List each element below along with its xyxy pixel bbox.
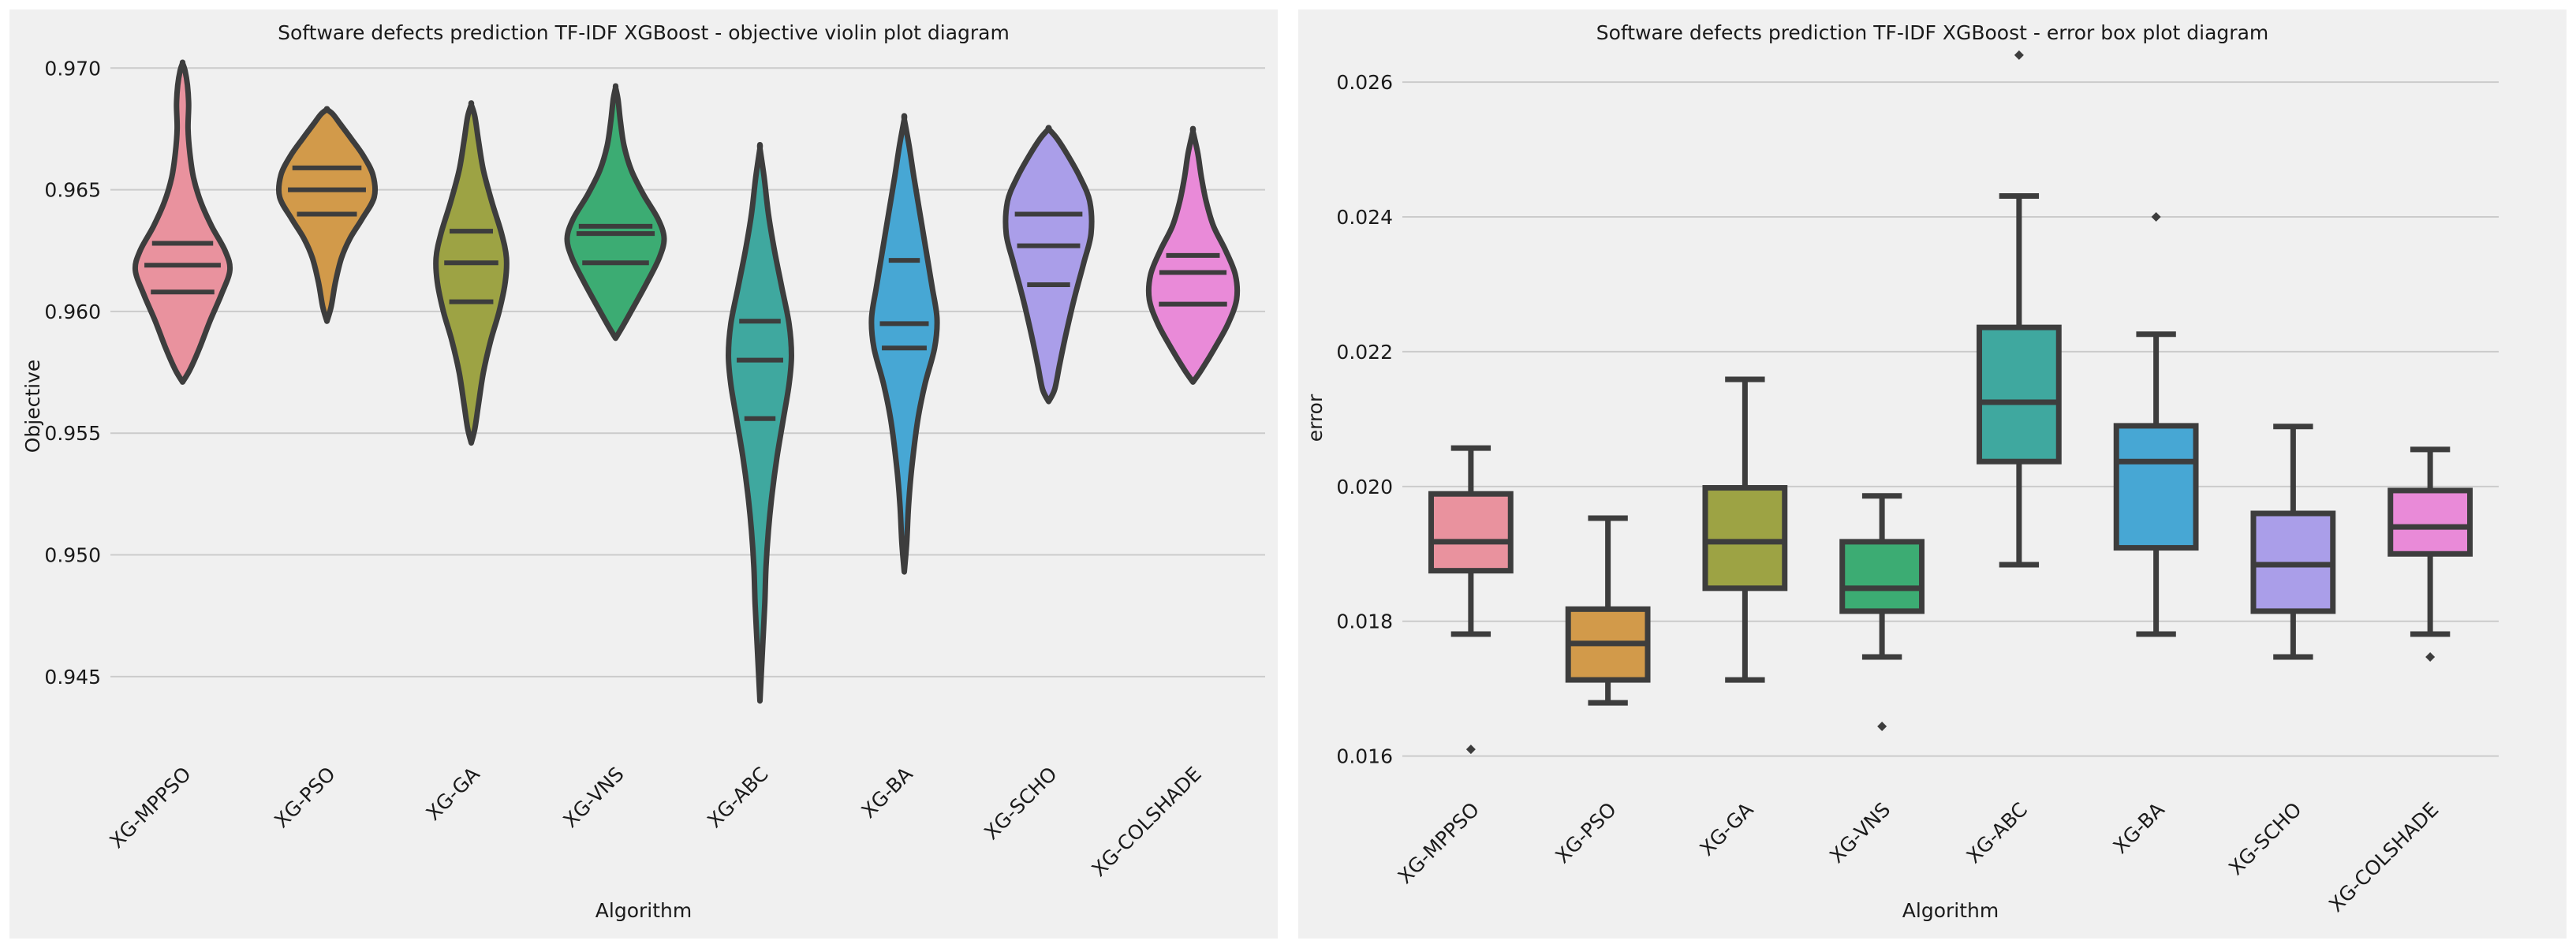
violin-xg-ga — [433, 100, 510, 446]
box-outlier-xg-abc — [2014, 50, 2024, 60]
box-outlier-xg-colshade — [2425, 652, 2436, 662]
box-outlier-xg-vns — [1877, 722, 1887, 732]
box-y-tick-label: 0.020 — [1336, 476, 1393, 498]
violin-xg-vns — [564, 83, 667, 342]
box-outlier-xg-mppso — [1465, 745, 1476, 755]
box-y-axis-label: error — [1304, 394, 1327, 442]
violin-xg-abc — [726, 142, 794, 704]
violin-y-tick-label: 0.970 — [44, 57, 101, 80]
box-y-tick-label: 0.026 — [1336, 71, 1393, 94]
box-marks — [1428, 50, 2473, 755]
box-xg-ba — [2113, 423, 2199, 551]
violin-marks — [132, 59, 1241, 704]
box-y-tick-labels: 0.016 0.018 0.020 0.022 0.024 0.026 — [1336, 71, 1393, 768]
violin-x-axis-label: Algorithm — [595, 899, 692, 922]
box-xg-ga — [1702, 485, 1788, 592]
violin-y-axis-label: Objective — [21, 360, 44, 453]
box-y-tick-label: 0.016 — [1336, 745, 1393, 768]
violin-y-tick-label: 0.960 — [44, 300, 101, 323]
box-chart-panel: Software defects prediction TF-IDF XGBoo… — [1298, 9, 2567, 939]
box-x-axis-label: Algorithm — [1902, 899, 1999, 922]
violin-y-tick-label: 0.965 — [44, 179, 101, 202]
violin-chart-panel: Software defects prediction TF-IDF XGBoo… — [9, 9, 1278, 939]
box-xg-vns — [1839, 539, 1925, 614]
box-chart-title: Software defects prediction TF-IDF XGBoo… — [1596, 21, 2269, 44]
violin-y-tick-labels: 0.945 0.950 0.955 0.960 0.965 0.970 — [44, 57, 101, 689]
violin-xg-scho — [1002, 125, 1095, 405]
violin-y-tick-label: 0.950 — [44, 544, 101, 567]
box-xg-colshade — [2387, 487, 2473, 557]
violin-y-tick-label: 0.955 — [44, 422, 101, 445]
box-outlier-xg-ba — [2151, 212, 2161, 222]
box-y-tick-label: 0.022 — [1336, 341, 1393, 364]
violin-xg-mppso — [132, 59, 233, 385]
box-xg-mppso — [1428, 491, 1514, 574]
box-xg-abc — [1976, 324, 2062, 465]
violin-y-tick-label: 0.945 — [44, 666, 101, 689]
violin-panel-background — [9, 9, 1278, 939]
box-grid — [1402, 81, 2499, 757]
box-y-tick-label: 0.018 — [1336, 610, 1393, 633]
box-y-tick-label: 0.024 — [1336, 206, 1393, 229]
box-panel-background — [1298, 9, 2567, 939]
violin-chart-title: Software defects prediction TF-IDF XGBoo… — [278, 21, 1010, 44]
violin-xg-ba — [868, 113, 940, 575]
